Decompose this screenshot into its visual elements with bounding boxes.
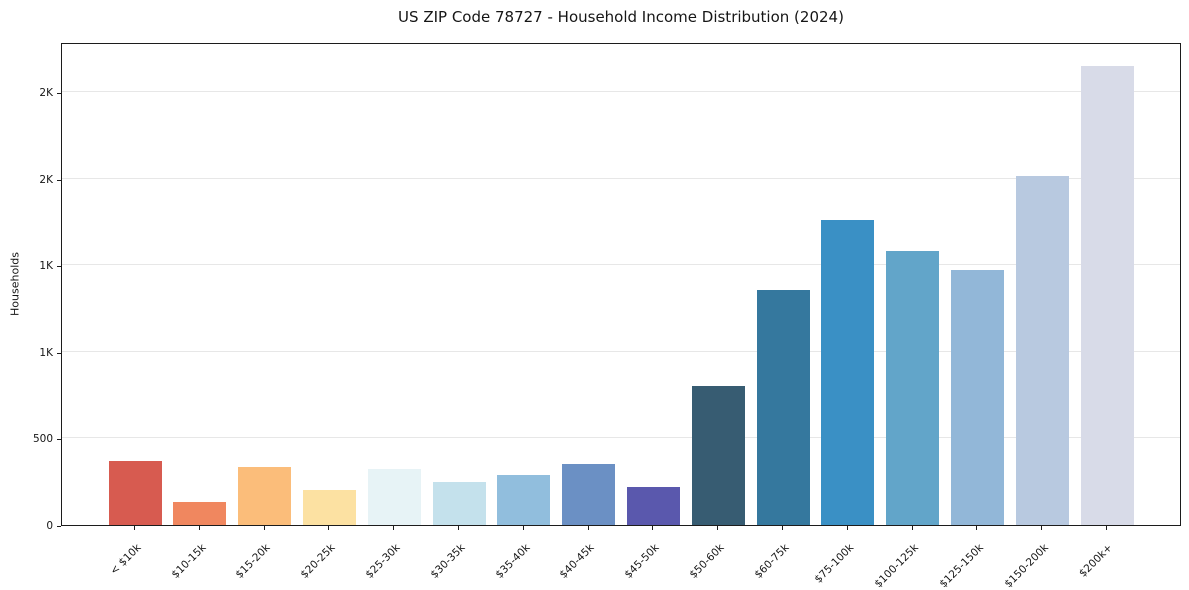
y-tick-mark	[57, 439, 61, 441]
bar-10	[691, 386, 745, 525]
x-tick-mark	[263, 526, 265, 530]
x-tick-mark	[587, 526, 589, 530]
bar-1	[108, 461, 162, 525]
gridline-1K	[62, 264, 1180, 266]
bar-4	[302, 490, 356, 525]
x-tick-label-text: $40-45k	[557, 541, 597, 581]
y-tick-mark	[57, 93, 61, 95]
x-tick-label-text: $20-25k	[298, 541, 338, 581]
x-tick-label-text: $60-75k	[752, 541, 792, 581]
gridline-2K	[62, 91, 1180, 93]
x-tick-label-text: $30-35k	[428, 541, 468, 581]
x-tick-label-text: $35-40k	[492, 541, 533, 581]
y-tick-mark	[57, 352, 61, 354]
x-tick-label-text: < $10k	[107, 541, 144, 578]
bar-14	[950, 270, 1004, 525]
y-tick-label: 1K	[39, 346, 53, 359]
bar-8	[562, 464, 616, 525]
plot-area	[61, 43, 1181, 526]
x-tick-mark	[1106, 526, 1107, 530]
y-tick-label: 0	[46, 520, 53, 532]
bar-2	[173, 502, 227, 525]
x-tick-label-text: $15-20k	[233, 541, 273, 581]
y-tick-mark	[57, 179, 61, 181]
x-tick-label-text: $100-125k	[872, 541, 921, 590]
gridline-500	[62, 437, 1180, 439]
bar-3	[238, 467, 292, 525]
y-tick-mark	[57, 266, 61, 268]
x-tick-label-text: $125-150k	[937, 541, 986, 590]
bar-5	[367, 469, 421, 525]
x-tick-mark	[717, 526, 719, 530]
x-tick-mark	[846, 526, 848, 530]
x-tick-label-text: $50-60k	[687, 541, 727, 581]
bar-11	[756, 290, 810, 525]
x-tick-label-text: $10-15k	[168, 541, 209, 581]
bar-13	[886, 251, 940, 525]
x-tick-mark	[1041, 526, 1043, 530]
x-tick-label-text: $75-100k	[812, 541, 857, 586]
x-tick-label-text: $200k+	[1077, 541, 1116, 580]
x-tick-mark	[976, 526, 978, 530]
x-tick-mark	[134, 526, 135, 530]
x-tick-mark	[393, 526, 395, 530]
bar-12	[821, 220, 875, 525]
x-tick-mark	[458, 526, 459, 530]
bar-7	[497, 475, 551, 525]
x-tick-label-text: $25-30k	[363, 541, 403, 581]
y-tick-label: 1K	[39, 260, 53, 273]
bar-16	[1080, 66, 1134, 525]
y-tick-label: 2K	[39, 173, 53, 186]
bar-9	[626, 487, 680, 525]
x-tick-mark	[328, 526, 330, 530]
x-tick-label-text: $150-200k	[1001, 541, 1051, 590]
gridline-2K	[62, 177, 1180, 179]
y-tick-label: 500	[32, 433, 53, 446]
x-tick-label-text: $45-50k	[622, 541, 662, 581]
bar-6	[432, 482, 486, 525]
y-tick-mark	[57, 526, 61, 527]
bar-15	[1015, 176, 1069, 525]
x-tick-mark	[652, 526, 654, 530]
gridline-1K	[62, 350, 1180, 352]
chart-title: US ZIP Code 78727 - Household Income Dis…	[398, 8, 844, 26]
y-tick-label: 2K	[39, 87, 53, 100]
x-tick-mark	[198, 526, 200, 530]
x-tick-mark	[911, 526, 913, 530]
x-tick-mark	[782, 526, 783, 530]
x-tick-mark	[522, 526, 524, 530]
